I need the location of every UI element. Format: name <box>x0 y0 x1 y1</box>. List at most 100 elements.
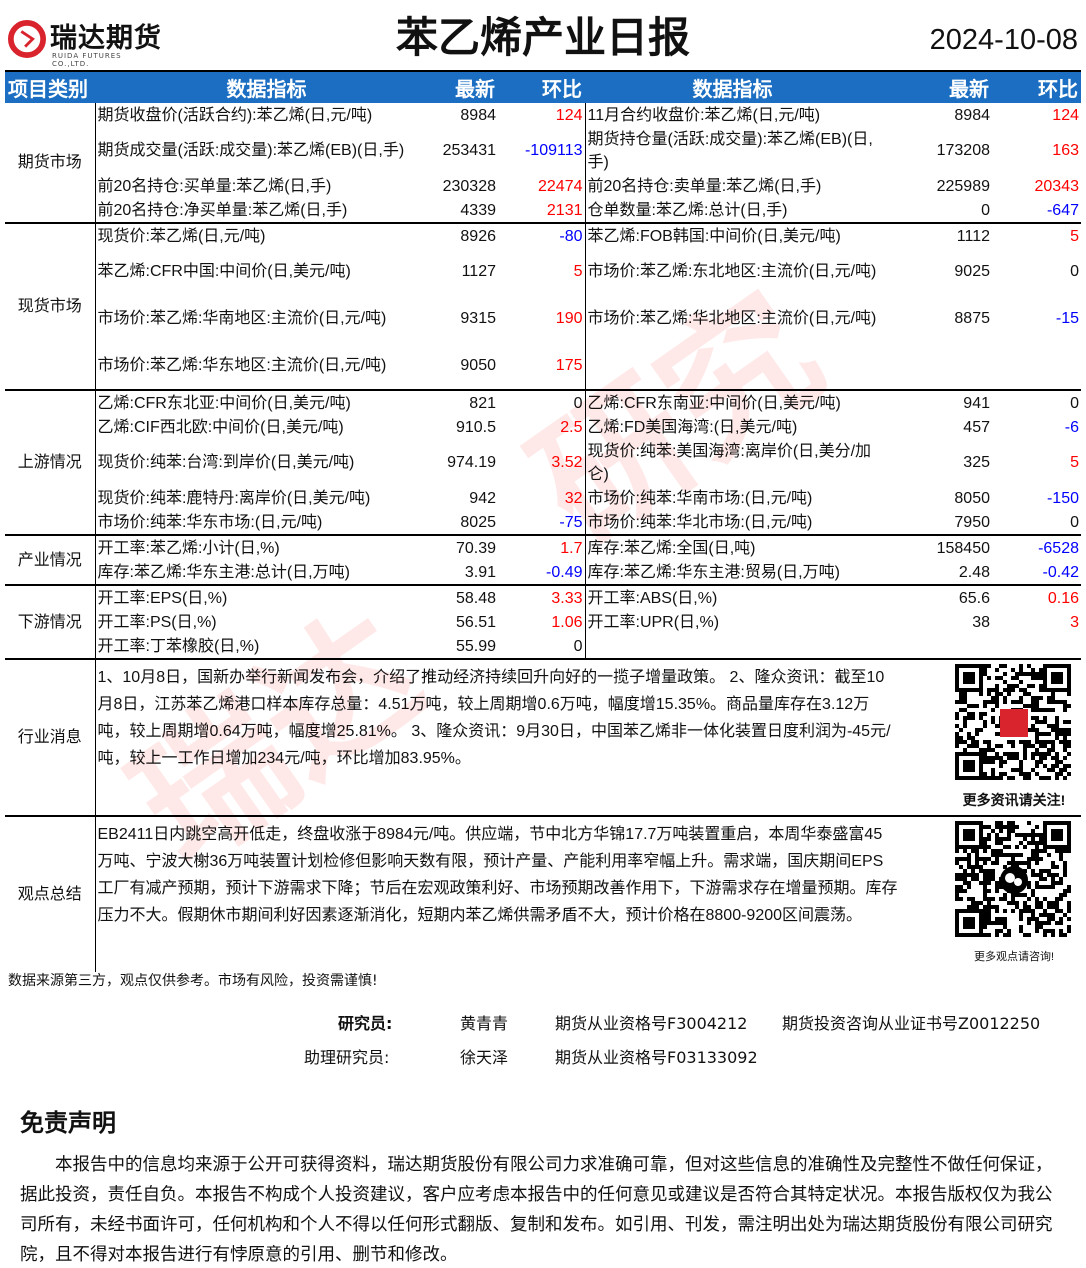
change-value: 1.7 <box>498 534 585 560</box>
indicator-name: 11月合约收盘价:苯乙烯(日,元/吨) <box>584 103 880 127</box>
indicator-name: 期货收盘价(活跃合约):苯乙烯(日,元/吨) <box>97 106 373 124</box>
latest-value: 8050 <box>954 489 990 507</box>
indicator-name: 苯乙烯:FOB韩国:中间价(日,美元/吨) <box>584 222 880 248</box>
indicator-name: 苯乙烯:CFR中国:中间价(日,美元/吨) <box>97 263 351 280</box>
change-value: 124 <box>1052 106 1079 124</box>
latest-value: 8926 <box>438 222 498 248</box>
indicator-name: 仓单数量:苯乙烯:总计(日,手) <box>584 198 880 223</box>
latest-value: 1112 <box>880 222 992 248</box>
col-header: 数据指标 <box>95 70 438 103</box>
disclaimer-text: 本报告中的信息均来源于公开可获得资料，瑞达期货股份有限公司力求准确可靠，但对这些… <box>20 1155 1053 1265</box>
researcher-cert2: 期货投资咨询从业证书号Z0012250 <box>782 1014 1041 1033</box>
change-value: 0 <box>992 389 1081 415</box>
change-value: 124 <box>555 106 583 124</box>
category-label: 观点总结 <box>5 815 96 972</box>
latest-value: 0 <box>981 201 990 219</box>
change-value: 0 <box>573 637 583 655</box>
latest-value: 225989 <box>936 177 990 195</box>
latest-value: 158450 <box>880 534 992 560</box>
change-value: -647 <box>1046 201 1079 219</box>
change-value: -6 <box>1064 418 1079 436</box>
col-header: 环比 <box>498 70 585 103</box>
change-value: 22474 <box>538 177 583 195</box>
table-row: 期货成交量(活跃:成交量):苯乙烯(EB)(日,手) 253431 -109113 期… <box>5 127 1081 174</box>
latest-value: 910.5 <box>455 418 496 436</box>
table-row: 乙烯:CIF西北欧:中间价(日,美元/吨) 910.5 2.5 乙烯:FD美国海湾:(… <box>5 415 1081 439</box>
latest-value: 8984 <box>954 106 990 124</box>
change-value: -80 <box>498 222 585 248</box>
indicator-name: 开工率:丁苯橡胶(日,%) <box>97 637 260 655</box>
latest-value <box>880 342 992 390</box>
latest-value: 457 <box>963 418 990 436</box>
change-value: 0.16 <box>992 584 1081 610</box>
indicator-name: 开工率:PS(日,%) <box>97 613 217 631</box>
change-value: 190 <box>555 310 583 327</box>
table-row: 开工率:PS(日,%) 56.51 1.06 开工率:UPR(日,%) 38 3 <box>5 610 1081 634</box>
assistant-name: 徐天泽 <box>460 1048 509 1067</box>
change-value: 2131 <box>546 201 583 219</box>
indicator-name: 期货持仓量(活跃:成交量):苯乙烯(EB)(日,手) <box>584 127 880 174</box>
category-label: 产业情况 <box>5 534 96 585</box>
indicator-name: 市场价:纯苯:华南市场:(日,元/吨) <box>584 486 880 510</box>
indicator-name: 前20名持仓:买单量:苯乙烯(日,手) <box>97 177 332 195</box>
change-value: -150 <box>1046 489 1079 507</box>
table-row: 现货价:纯苯:鹿特丹:离岸价(日,美元/吨) 942 32 市场价:纯苯:华南市场:(… <box>5 486 1081 510</box>
latest-value: 1127 <box>461 263 496 280</box>
latest-value: 253431 <box>442 142 496 159</box>
latest-value: 8875 <box>954 310 990 327</box>
indicator-name: 市场价:苯乙烯:华东地区:主流价(日,元/吨) <box>97 357 387 374</box>
table-header: 项目类别 数据指标 最新 环比 数据指标 最新 环比 <box>5 70 1081 103</box>
latest-value: 9315 <box>460 310 496 327</box>
indicator-name: 现货价:纯苯:鹿特丹:离岸价(日,美元/吨) <box>97 489 371 507</box>
latest-value: 56.51 <box>455 613 496 631</box>
logo-subtext: RUIDA FUTURES CO.,LTD. <box>52 52 122 68</box>
indicator-name: 市场价:苯乙烯:东北地区:主流价(日,元/吨) <box>584 248 880 295</box>
latest-value: 7950 <box>954 513 990 531</box>
category-label: 期货市场 <box>5 103 96 223</box>
researcher-cert: 期货从业资格号F3004212 <box>555 1014 748 1033</box>
data-table: 项目类别 数据指标 最新 环比 数据指标 最新 环比 期货市场 期货收盘价(活跃合… <box>5 70 1081 972</box>
indicator-name: 现货价:纯苯:美国海湾:离岸价(日,美分/加仑) <box>584 439 880 486</box>
change-value: 32 <box>564 489 583 507</box>
indicator-name: 前20名持仓:卖单量:苯乙烯(日,手) <box>584 174 880 198</box>
change-value: -75 <box>559 513 583 531</box>
change-value: 0 <box>1070 263 1079 280</box>
latest-value: 9050 <box>460 357 496 374</box>
logo-text: 瑞达期货 <box>50 23 162 54</box>
disclaimer-title: 免责声明 <box>20 1109 116 1137</box>
indicator-name: 市场价:苯乙烯:华南地区:主流价(日,元/吨) <box>97 310 387 327</box>
category-label: 上游情况 <box>5 389 96 535</box>
indicator-name: 市场价:纯苯:华北市场:(日,元/吨) <box>584 510 880 535</box>
qr-code-icon <box>955 820 1071 937</box>
latest-value: 942 <box>469 489 496 507</box>
page-title: 苯乙烯产业日报 <box>395 13 690 62</box>
table-row: 市场价:苯乙烯:华东地区:主流价(日,元/吨) 9050 175 <box>5 342 1081 390</box>
change-value <box>992 634 1081 659</box>
change-value: -109113 <box>524 142 583 159</box>
table-row: 期货市场 期货收盘价(活跃合约):苯乙烯(日,元/吨) 8984 124 11月合约收盘… <box>5 103 1081 223</box>
table-row: 市场价:纯苯:华东市场:(日,元/吨) 8025 -75 市场价:纯苯:华北市场:(日… <box>5 510 1081 535</box>
indicator-name: 乙烯:CFR东北亚:中间价(日,美元/吨) <box>95 389 438 415</box>
change-value: 5 <box>573 263 583 280</box>
indicator-name: 开工率:UPR(日,%) <box>584 610 880 634</box>
researcher-name: 黄青青 <box>460 1014 509 1033</box>
latest-value: 3.91 <box>464 563 496 581</box>
qr-block: 更多观点请咨询! <box>949 820 1079 969</box>
latest-value: 55.99 <box>455 637 496 655</box>
change-value: 175 <box>555 357 583 374</box>
indicator-name: 现货价:苯乙烯(日,元/吨) <box>95 222 438 248</box>
change-value: 5 <box>1070 454 1079 471</box>
col-header: 最新 <box>438 70 498 103</box>
indicator-name: 期货成交量(活跃:成交量):苯乙烯(EB)(日,手) <box>97 142 405 159</box>
category-label: 行业消息 <box>5 658 96 816</box>
logo-icon <box>8 20 46 58</box>
latest-value: 9025 <box>954 263 990 280</box>
view-text: EB2411日内跳空高开低走，终盘收涨于8984元/吨。供应端，节中北方华锦17… <box>97 825 898 924</box>
latest-value: 2.48 <box>958 563 990 581</box>
table-row: 下游情况 开工率:EPS(日,%) 58.48 3.33 开工率:ABS(日,%) 65.… <box>5 584 1081 659</box>
change-value: 20343 <box>1034 177 1080 195</box>
change-value <box>992 342 1081 390</box>
change-value: -0.42 <box>1042 563 1079 581</box>
indicator-name: 开工率:ABS(日,%) <box>584 584 880 610</box>
indicator-name: 库存:苯乙烯:全国(日,吨) <box>584 534 880 560</box>
